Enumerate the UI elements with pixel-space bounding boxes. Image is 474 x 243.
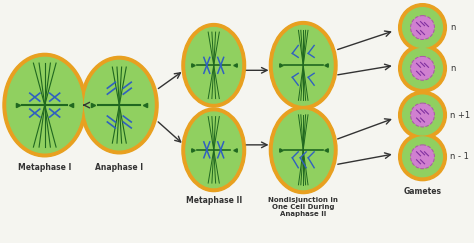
Ellipse shape <box>269 22 337 109</box>
Text: n +1: n +1 <box>450 111 471 120</box>
Ellipse shape <box>81 56 158 154</box>
Ellipse shape <box>84 60 154 150</box>
Circle shape <box>411 57 433 79</box>
Circle shape <box>411 104 433 126</box>
Text: Nondisjunction in
One Cell During
Anaphase II: Nondisjunction in One Cell During Anapha… <box>268 197 338 217</box>
Circle shape <box>399 91 447 139</box>
Circle shape <box>411 146 433 168</box>
Text: Metaphase I: Metaphase I <box>18 163 72 172</box>
Circle shape <box>399 133 447 181</box>
Ellipse shape <box>186 27 242 103</box>
Text: n: n <box>450 23 456 32</box>
Text: Anaphase I: Anaphase I <box>95 163 143 172</box>
Ellipse shape <box>182 24 246 107</box>
Text: n - 1: n - 1 <box>450 152 469 161</box>
Ellipse shape <box>182 108 246 191</box>
Ellipse shape <box>3 53 86 157</box>
Text: n: n <box>450 64 456 73</box>
Text: Gametes: Gametes <box>403 187 441 196</box>
Circle shape <box>399 44 447 92</box>
Circle shape <box>399 4 447 52</box>
Text: Metaphase II: Metaphase II <box>186 196 242 205</box>
Circle shape <box>402 8 442 47</box>
Ellipse shape <box>273 110 333 190</box>
Ellipse shape <box>269 106 337 194</box>
Circle shape <box>402 48 442 88</box>
Circle shape <box>402 137 442 177</box>
Ellipse shape <box>273 26 333 105</box>
Circle shape <box>402 95 442 135</box>
Ellipse shape <box>7 57 82 153</box>
Ellipse shape <box>186 112 242 188</box>
Circle shape <box>411 17 433 38</box>
